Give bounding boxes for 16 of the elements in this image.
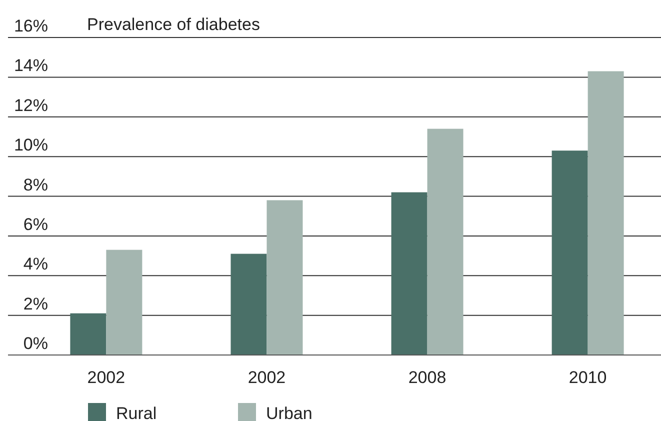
x-tick-label: 2002 bbox=[87, 368, 126, 387]
x-tick-label: 2002 bbox=[248, 368, 286, 387]
y-tick-label: 4% bbox=[23, 254, 48, 274]
chart-title: Prevalence of diabetes bbox=[87, 15, 260, 34]
y-tick-label: 12% bbox=[14, 96, 48, 115]
legend-label: Rural bbox=[116, 404, 157, 421]
y-tick-label: 16% bbox=[14, 16, 48, 36]
y-tick-label: 0% bbox=[23, 334, 48, 353]
x-tick-label: 2008 bbox=[408, 368, 446, 387]
y-tick-label: 2% bbox=[23, 294, 48, 314]
y-tick-label: 10% bbox=[14, 136, 48, 155]
y-tick-label: 6% bbox=[23, 214, 48, 234]
y-tick-label: 14% bbox=[14, 56, 48, 76]
y-tick-label: 8% bbox=[23, 175, 48, 194]
legend-label: Urban bbox=[266, 404, 312, 421]
x-tick-label: 2010 bbox=[568, 368, 607, 387]
